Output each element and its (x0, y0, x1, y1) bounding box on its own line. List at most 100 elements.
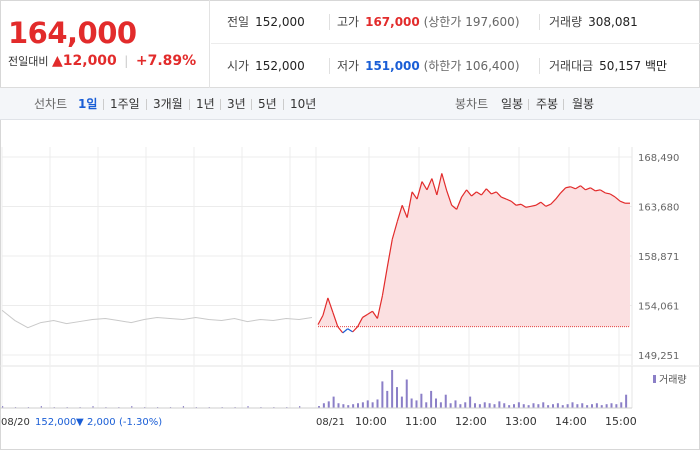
volume-legend-label: 거래량 (659, 374, 687, 386)
price-line-segment (520, 203, 527, 208)
divider (146, 99, 147, 110)
x-tick-label: 10:00 (355, 415, 387, 428)
change-rate: +7.89% (135, 53, 197, 69)
volume-bar (576, 404, 579, 408)
volume-bar (342, 404, 345, 408)
volume-bar (547, 405, 550, 408)
volume-bar (600, 405, 603, 408)
divider (103, 99, 104, 110)
stat-volume: 거래량 308,081 (549, 0, 638, 44)
tab-1year[interactable]: 1년 (196, 97, 215, 111)
stat-value: 50,157 (599, 59, 642, 73)
tab-3month[interactable]: 3개월 (153, 97, 183, 111)
volume-bar (405, 379, 408, 408)
volume-bar (92, 406, 94, 408)
stat-turnover: 거래대금 50,157 백만 (549, 44, 667, 88)
price-line-segment (357, 317, 364, 327)
volume-bar (517, 402, 520, 408)
price-line-segment (609, 193, 616, 198)
price-area (318, 173, 630, 328)
tab-weekly-candle[interactable]: 주봉 (536, 97, 559, 111)
price-line-segment (446, 190, 453, 206)
volume-bar (352, 404, 355, 408)
tab-3year[interactable]: 3년 (227, 97, 246, 111)
volume-bar (581, 403, 584, 408)
price-line-segment (580, 185, 586, 191)
x-tick-label: 11:00 (405, 415, 437, 428)
stat-value: 152,000 (255, 15, 305, 29)
volume-bar (513, 404, 515, 408)
price-line-segment (570, 186, 576, 190)
divider (329, 14, 330, 30)
volume-bar (586, 405, 589, 408)
tab-5year[interactable]: 5년 (258, 97, 277, 111)
divider (251, 99, 252, 110)
down-arrow-icon: ▼ (76, 417, 84, 428)
price-line-segment (391, 221, 398, 240)
volume-bar (605, 404, 608, 408)
upper-limit: (상한가 197,600) (423, 15, 520, 29)
volume-bar (131, 406, 133, 408)
volume-bar (508, 405, 511, 408)
tab-10year[interactable]: 10년 (290, 97, 317, 111)
candle-chart-label: 봉차트 (455, 97, 489, 111)
change-line: 전일대비 ▲12,000 | +7.89% (8, 53, 196, 69)
tab-1week[interactable]: 1주일 (110, 97, 140, 111)
volume-bar (327, 401, 330, 408)
price-line-segment (466, 189, 472, 197)
stat-prev-close: 전일 152,000 (227, 0, 305, 44)
divider (329, 58, 330, 74)
price-line-segment (510, 200, 517, 206)
price-line-segment (545, 203, 551, 207)
stats-panel: 전일 152,000 고가 167,000 (상한가 197,600) 거래량 308… (211, 0, 700, 88)
divider (283, 99, 284, 110)
volume-bar (503, 403, 506, 408)
price-line-segment (540, 201, 547, 207)
price-line-segment (376, 295, 383, 319)
y-tick-label: 163,680 (638, 203, 679, 214)
tab-daily-candle[interactable]: 일봉 (501, 97, 524, 111)
volume-bar (420, 393, 423, 408)
tab-monthly-candle[interactable]: 월봉 (572, 97, 595, 111)
tab-1day[interactable]: 1일 (78, 97, 98, 111)
volume-bar (435, 398, 437, 408)
volume-bar (591, 404, 593, 408)
volume-bar (415, 400, 418, 408)
price-line-segment (471, 191, 477, 197)
price-lines (1, 173, 630, 334)
stats-row-2: 시가 152,000 저가 151,000 (하한가 106,400) 거래대금 50… (211, 44, 700, 88)
price-line-segment (347, 328, 353, 333)
price-line-segment (352, 326, 359, 333)
price-line-segment (406, 191, 413, 218)
divider: | (124, 54, 129, 68)
volume-bar (620, 402, 623, 408)
volume-bar (386, 390, 389, 408)
price-line-segment (327, 297, 334, 313)
volume-bar (332, 396, 335, 408)
volume-bar (595, 403, 598, 408)
volume-bar (469, 396, 472, 408)
stat-label: 저가 (337, 59, 360, 73)
volume-bar (615, 404, 618, 408)
volume-bar (478, 404, 481, 408)
price-line-segment (436, 173, 443, 196)
volume-bar (493, 404, 496, 408)
stat-value: 167,000 (365, 15, 420, 29)
price-line-segment (386, 239, 393, 268)
price-line-segment (619, 200, 626, 204)
stat-value: 152,000 (255, 59, 305, 73)
volume-bar (556, 403, 559, 408)
divider (563, 99, 564, 110)
volume-bar (625, 394, 628, 408)
y-tick-label: 149,251 (638, 351, 679, 362)
volume-bar (542, 402, 545, 408)
price-line-segment (495, 191, 502, 198)
volume-bar (449, 403, 452, 408)
volume-bar (381, 381, 384, 408)
divider (189, 99, 190, 110)
prev-day-change-rate: (-1.30%) (119, 417, 162, 428)
volume-chart (0, 365, 700, 409)
volume-legend-swatch (653, 375, 656, 383)
stat-value: 308,081 (588, 15, 638, 29)
price-line-segment (515, 203, 522, 206)
